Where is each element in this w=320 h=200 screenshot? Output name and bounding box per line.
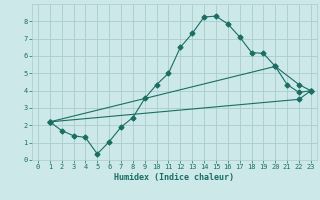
X-axis label: Humidex (Indice chaleur): Humidex (Indice chaleur) [115,173,234,182]
